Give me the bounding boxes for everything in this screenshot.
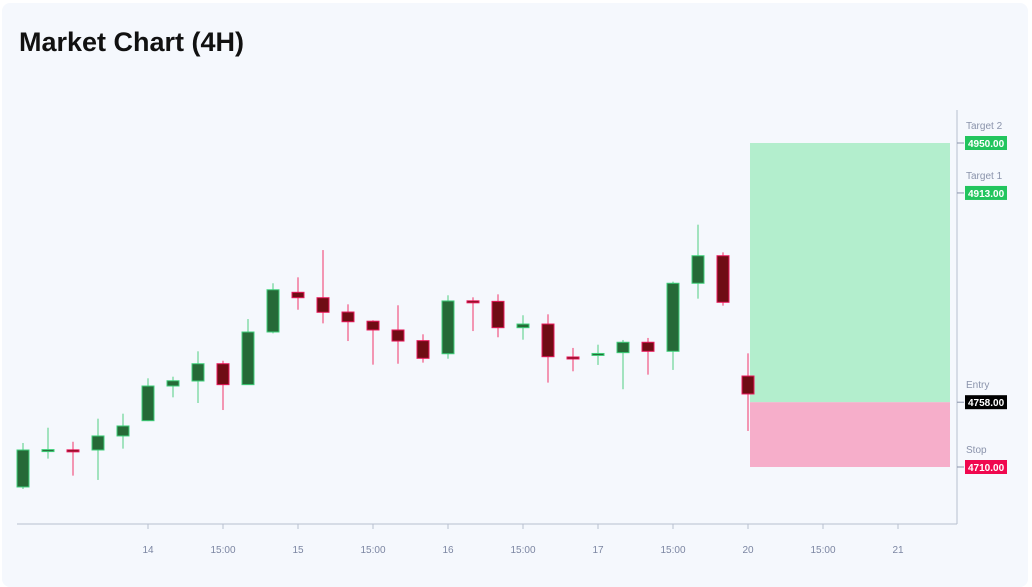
candle xyxy=(491,294,505,338)
candle-body xyxy=(516,323,530,329)
candle xyxy=(566,347,580,372)
candle xyxy=(241,319,255,386)
candle xyxy=(141,378,155,422)
candle-body xyxy=(291,291,305,299)
candle xyxy=(416,334,430,363)
candle-body xyxy=(441,300,455,355)
candle-body xyxy=(216,363,230,386)
candle-body xyxy=(466,300,480,304)
x-tick-label: 17 xyxy=(592,545,604,556)
candle xyxy=(391,305,405,364)
candle-body xyxy=(66,449,80,453)
target-2-label: Target 2 xyxy=(966,121,1003,132)
candle-body xyxy=(166,380,180,387)
candle xyxy=(641,337,655,375)
stop-price: 4710.00 xyxy=(968,463,1005,474)
candle xyxy=(191,351,205,404)
candle xyxy=(41,427,55,459)
candle-body xyxy=(666,282,680,352)
candle-body xyxy=(41,449,55,453)
candle-body xyxy=(591,352,605,356)
x-tick-label: 15:00 xyxy=(210,545,235,556)
candle-body xyxy=(491,300,505,329)
candle xyxy=(716,252,730,306)
candle-body xyxy=(116,425,130,437)
entry-label: Entry xyxy=(966,380,989,391)
candle xyxy=(116,413,130,449)
x-tick-label: 20 xyxy=(742,545,754,556)
candle xyxy=(216,360,230,411)
candle xyxy=(266,283,280,334)
candle-body xyxy=(541,323,555,358)
target-1-price: 4913.00 xyxy=(968,189,1005,200)
x-tick-label: 15:00 xyxy=(510,545,535,556)
candle xyxy=(466,297,480,332)
candle-body xyxy=(641,341,655,352)
target-1-label: Target 1 xyxy=(966,171,1003,182)
candle xyxy=(741,353,755,431)
profit-zone xyxy=(750,143,950,403)
candle xyxy=(691,224,705,299)
target-2-price-badge xyxy=(965,136,1007,150)
stop-label: Stop xyxy=(966,445,987,456)
candle-body xyxy=(241,331,255,386)
x-tick-label: 15:00 xyxy=(360,545,385,556)
candle-body xyxy=(741,375,755,395)
target-2-price: 4950.00 xyxy=(968,139,1005,150)
candle-body xyxy=(16,449,30,488)
candle xyxy=(341,304,355,342)
x-tick-label: 21 xyxy=(892,545,904,556)
candle xyxy=(616,339,630,390)
candle xyxy=(291,277,305,310)
page-title: Market Chart (4H) xyxy=(19,27,245,57)
candle xyxy=(441,295,455,359)
x-tick-label: 15 xyxy=(292,545,304,556)
candle xyxy=(366,320,380,365)
entry-price: 4758.00 xyxy=(968,398,1005,409)
candle-body xyxy=(191,363,205,382)
candle-body xyxy=(316,297,330,313)
candle xyxy=(541,314,555,383)
candle xyxy=(91,418,105,480)
candle xyxy=(66,441,80,476)
loss-zone xyxy=(750,402,950,467)
candle-body xyxy=(141,385,155,422)
candle-body xyxy=(391,329,405,342)
candle-body xyxy=(716,255,730,303)
x-tick-label: 15:00 xyxy=(810,545,835,556)
candle-body xyxy=(91,435,105,451)
candle xyxy=(16,442,30,490)
candle-body xyxy=(616,341,630,354)
candle xyxy=(591,344,605,365)
candle-body xyxy=(366,320,380,331)
candle xyxy=(166,376,180,398)
x-tick-label: 14 xyxy=(142,545,154,556)
candle-body xyxy=(341,311,355,323)
candle xyxy=(516,315,530,340)
candle-body xyxy=(691,255,705,284)
candle xyxy=(666,281,680,370)
candle-body xyxy=(416,340,430,359)
x-tick-label: 15:00 xyxy=(660,545,685,556)
x-tick-label: 16 xyxy=(442,545,454,556)
candle-body xyxy=(566,356,580,360)
target-1-price-badge xyxy=(965,185,1007,200)
entry-price-badge xyxy=(965,395,1007,410)
candle-body xyxy=(266,289,280,333)
candle xyxy=(316,250,330,324)
stop-price-badge xyxy=(965,460,1007,474)
